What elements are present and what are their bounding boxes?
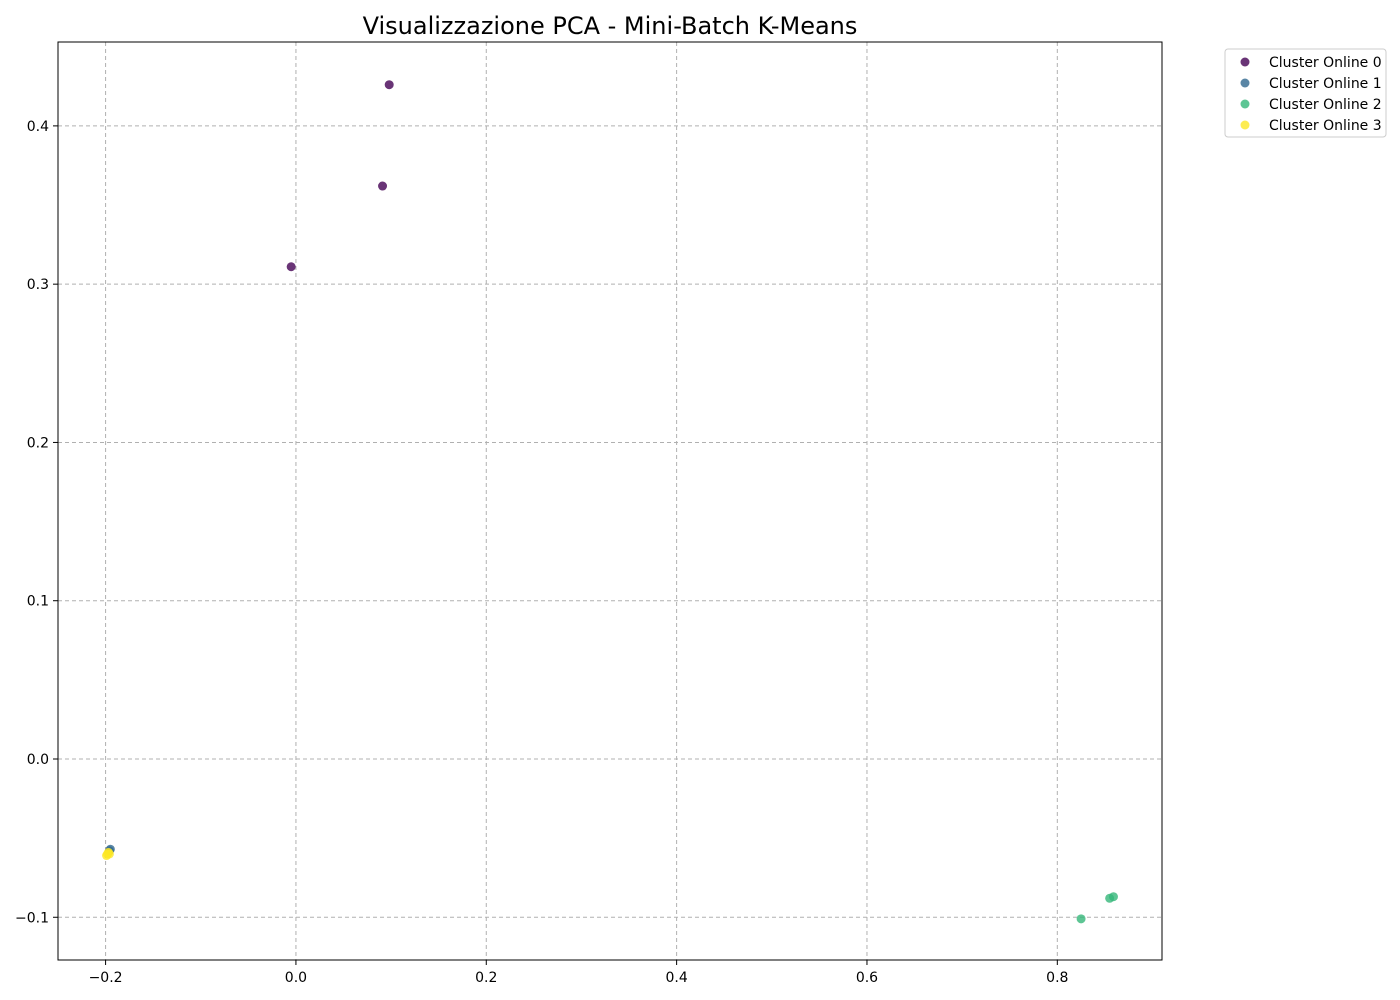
data-points	[102, 80, 1118, 924]
legend-marker	[1240, 99, 1250, 109]
axis-ticks: −0.2 0.0 0.2 0.4 0.6 0.8 −0.1 0.0 0.1 0.2 0.3 0.4	[15, 119, 1068, 986]
grid	[58, 42, 1162, 960]
y-tick-label: 0.2	[27, 435, 49, 451]
legend-label: Cluster Online 1	[1269, 76, 1382, 92]
legend-marker	[1240, 120, 1250, 130]
y-tick-label: 0.3	[27, 277, 49, 293]
x-tick-label: 0.2	[475, 970, 497, 986]
y-tick-label: 0.4	[27, 119, 49, 135]
cluster-3-point	[102, 849, 112, 859]
legend-marker	[1240, 57, 1250, 67]
legend-item[interactable]: Cluster Online 2	[1240, 97, 1382, 113]
legend-item[interactable]: Cluster Online 1	[1240, 76, 1382, 92]
x-tick-label: 0.4	[665, 970, 687, 986]
legend-label: Cluster Online 3	[1269, 118, 1382, 134]
legend-item[interactable]: Cluster Online 3	[1240, 118, 1382, 134]
y-tick-label: 0.0	[27, 752, 49, 768]
legend-marker	[1240, 78, 1250, 88]
y-tick-label: 0.1	[27, 594, 49, 610]
legend-item[interactable]: Cluster Online 0	[1240, 55, 1382, 71]
chart-title: Visualizzazione PCA - Mini-Batch K-Means	[363, 12, 858, 40]
legend[interactable]: Cluster Online 0 Cluster Online 1 Cluster …	[1224, 48, 1387, 138]
x-tick-label: 0.6	[856, 970, 878, 986]
legend-label: Cluster Online 0	[1269, 55, 1382, 71]
legend-box	[1224, 48, 1387, 138]
cluster-0-point	[286, 262, 296, 272]
x-tick-label: 0.0	[285, 970, 307, 986]
cluster-0-point	[378, 181, 388, 191]
cluster-2-point	[1076, 914, 1086, 924]
x-tick-label: −0.2	[89, 970, 123, 986]
cluster-0-point	[384, 80, 394, 90]
cluster-2-point	[1108, 892, 1118, 902]
plot-area-frame	[57, 41, 1163, 961]
y-tick-label: −0.1	[15, 910, 49, 926]
x-tick-label: 0.8	[1046, 970, 1068, 986]
legend-label: Cluster Online 2	[1269, 97, 1382, 113]
